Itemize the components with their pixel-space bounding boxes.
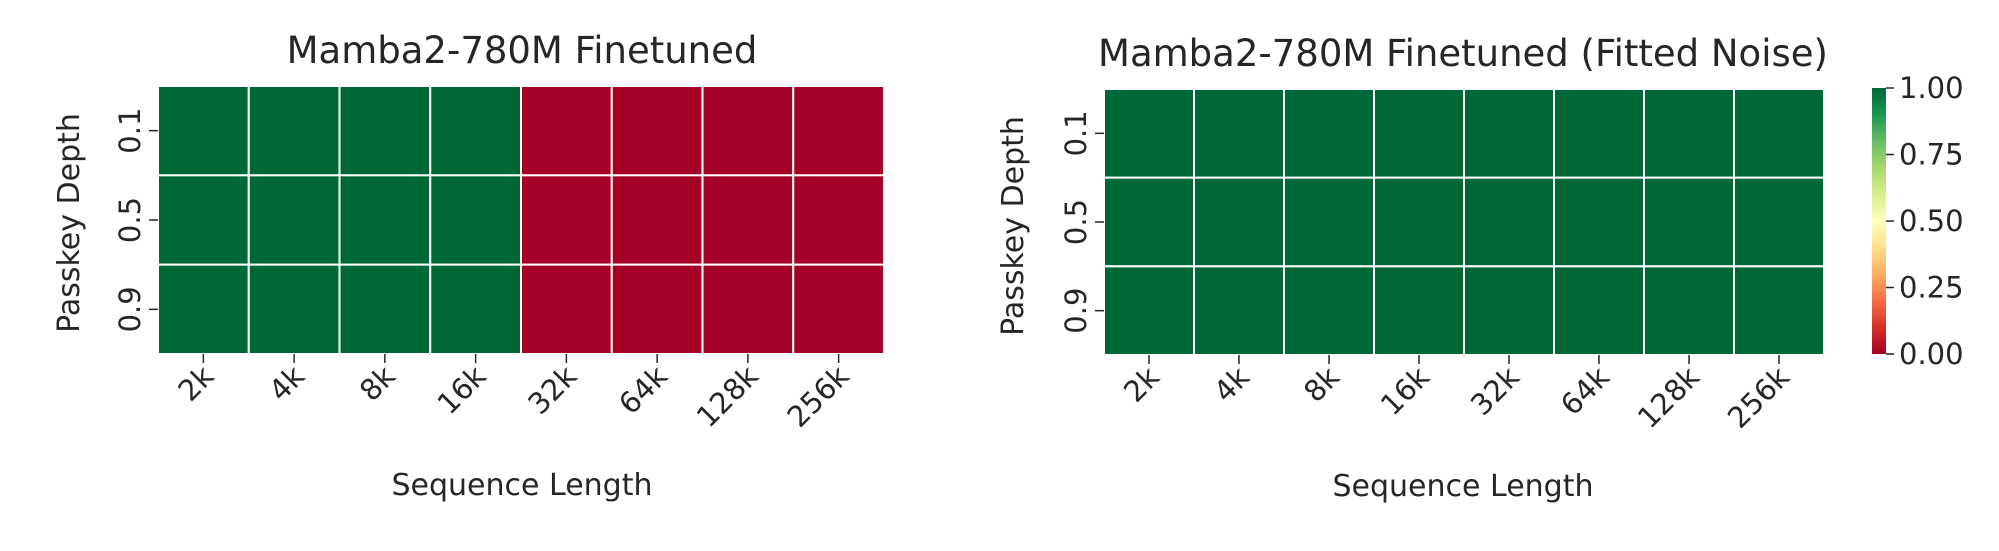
x-tick-label: 128k [1631, 360, 1706, 435]
heatmap-cell [1463, 176, 1555, 268]
panel-1-x-axis-label: Sequence Length [392, 468, 653, 503]
heatmap-cell [1643, 265, 1735, 357]
heatmap-cell [1733, 88, 1825, 179]
panel-1-title: Mamba2-780M Finetuned [287, 29, 758, 72]
panel-2-x-axis-label: Sequence Length [1333, 469, 1594, 504]
heatmap-cell [1373, 265, 1465, 357]
heatmap-cell [1193, 265, 1285, 357]
colorbar-gradient [1872, 88, 1886, 354]
x-tick-label: 8k [1297, 360, 1346, 409]
y-tick-label: 0.1 [113, 108, 147, 154]
heatmap-cell [338, 263, 432, 355]
panel-2-y-ticks: 0.1 0.5 0.9 [1059, 110, 1104, 334]
heatmap-cell [520, 263, 613, 355]
heatmap-cell [247, 85, 341, 177]
x-tick-label: 64k [1554, 360, 1616, 422]
heatmap-cell [157, 174, 250, 266]
heatmap-cell [1103, 176, 1195, 268]
x-tick-label: 8k [353, 359, 402, 408]
x-tick-label: 2k [1117, 360, 1166, 409]
heatmap-cell [1463, 265, 1555, 357]
x-tick-label: 32k [521, 359, 583, 421]
panel-1-x-ticks: 2k 4k 8k 16k 32k 64k 128k 256k [171, 354, 856, 434]
heatmap-cell [429, 263, 522, 355]
x-tick-label: 64k [612, 359, 674, 421]
colorbar-tick-label: 0.25 [1899, 271, 1964, 305]
heatmap-cell [1553, 176, 1645, 268]
heatmap-cell [1733, 265, 1825, 357]
y-tick-label: 0.1 [1059, 110, 1093, 156]
colorbar-tick-label: 0.75 [1899, 138, 1964, 172]
heatmap-cell [1553, 265, 1645, 357]
heatmap-cell [1643, 176, 1735, 268]
heatmap-cell [520, 174, 613, 266]
heatmap-cell [429, 174, 522, 266]
heatmap-cell [429, 85, 522, 177]
heatmap-cell [1103, 265, 1195, 357]
x-tick-label: 256k [1721, 360, 1796, 435]
heatmap-cell [157, 85, 250, 177]
heatmap-cell [1733, 176, 1825, 268]
colorbar-ticks: 0.00 0.25 0.50 0.75 1.00 [1886, 71, 1964, 371]
heatmap-cell [1283, 265, 1375, 357]
y-tick-label: 0.9 [113, 286, 147, 332]
heatmap-cell [338, 174, 432, 266]
heatmap-cell [792, 174, 885, 266]
y-tick-label: 0.5 [113, 197, 147, 243]
heatmap-panel-2: Mamba2-780M Finetuned (Fitted Noise) 2k 4… [996, 32, 1828, 504]
heatmap-cell [610, 263, 704, 355]
heatmap-cell [1373, 176, 1465, 268]
heatmap-cell [610, 174, 704, 266]
heatmap-cell [610, 85, 704, 177]
panel-2-title: Mamba2-780M Finetuned (Fitted Noise) [1098, 32, 1828, 75]
x-tick-label: 128k [690, 359, 765, 434]
heatmap-cell [247, 263, 341, 355]
heatmap-cell [1193, 88, 1285, 179]
x-tick-label: 16k [431, 359, 493, 421]
heatmap-panel-1: Mamba2-780M Finetuned 2k 4k 8k 16k 32k 64k 128… [52, 29, 885, 503]
heatmap-cell [520, 85, 613, 177]
heatmap-cell [792, 263, 885, 355]
heatmap-cell [1103, 88, 1195, 179]
panel-2-y-axis-label: Passkey Depth [996, 116, 1031, 336]
y-tick-label: 0.5 [1059, 199, 1093, 245]
x-tick-label: 32k [1464, 360, 1526, 422]
heatmap-cell [1463, 88, 1555, 179]
colorbar: 0.00 0.25 0.50 0.75 1.00 [1872, 71, 1964, 371]
heatmap-cell [157, 263, 250, 355]
colorbar-tick-label: 0.00 [1899, 337, 1964, 371]
panel-1-y-axis-label: Passkey Depth [52, 113, 87, 333]
heatmap-cell [1643, 88, 1735, 179]
heatmap-cell [1373, 88, 1465, 179]
heatmap-cell [792, 85, 885, 177]
panel-2-cells [1103, 88, 1825, 357]
x-tick-label: 4k [1207, 360, 1256, 409]
x-tick-label: 2k [171, 359, 220, 408]
panel-1-y-ticks: 0.1 0.5 0.9 [113, 108, 158, 332]
panel-2-x-ticks: 2k 4k 8k 16k 32k 64k 128k 256k [1117, 355, 1796, 435]
heatmap-cell [701, 85, 795, 177]
y-tick-label: 0.9 [1059, 288, 1093, 334]
heatmap-cell [701, 174, 795, 266]
heatmap-cell [338, 85, 432, 177]
x-tick-label: 4k [262, 359, 311, 408]
panel-1-cells [157, 85, 885, 355]
heatmap-cell [247, 174, 341, 266]
x-tick-label: 16k [1374, 360, 1436, 422]
colorbar-tick-label: 1.00 [1899, 71, 1964, 105]
heatmap-cell [1553, 88, 1645, 179]
heatmap-cell [1283, 176, 1375, 268]
heatmap-cell [1283, 88, 1375, 179]
heatmap-cell [1193, 176, 1285, 268]
heatmap-cell [701, 263, 795, 355]
x-tick-label: 256k [781, 359, 856, 434]
colorbar-tick-label: 0.50 [1899, 204, 1964, 238]
